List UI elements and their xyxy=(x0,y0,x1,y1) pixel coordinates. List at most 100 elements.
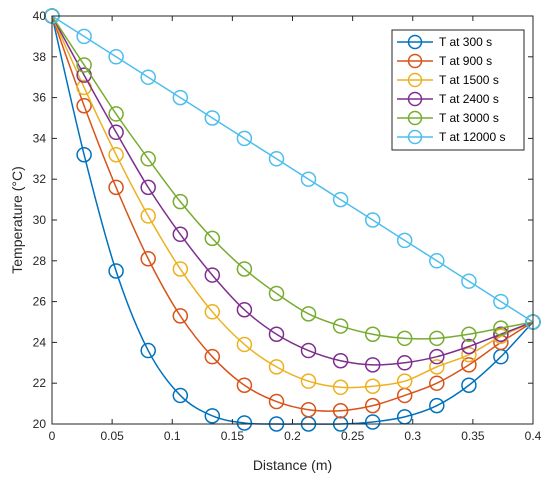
data-point xyxy=(76,28,92,45)
data-point xyxy=(300,401,317,418)
data-point xyxy=(429,348,445,365)
series-line xyxy=(51,15,534,340)
data-point xyxy=(76,57,92,73)
data-point xyxy=(364,326,381,342)
data-point xyxy=(300,373,317,389)
data-point xyxy=(236,130,253,147)
data-point xyxy=(300,306,317,322)
x-tick-label: 0.2 xyxy=(284,429,301,443)
data-point xyxy=(429,397,445,414)
data-point xyxy=(140,342,156,359)
data-point xyxy=(429,359,445,375)
data-point xyxy=(493,293,509,310)
x-tick-label: 0.1 xyxy=(164,429,181,443)
data-point xyxy=(172,387,189,404)
data-point xyxy=(332,402,349,419)
data-point xyxy=(108,146,124,163)
data-point xyxy=(108,106,124,122)
data-point xyxy=(461,377,477,393)
y-axis-label: Temperature (°C) xyxy=(9,166,25,274)
data-point xyxy=(268,151,285,167)
legend-label: T at 12000 s xyxy=(439,130,506,144)
data-point xyxy=(204,230,221,247)
data-point xyxy=(172,308,189,324)
legend-label: T at 900 s xyxy=(439,54,492,68)
data-point xyxy=(268,359,285,375)
data-point xyxy=(300,171,317,187)
y-tick-label: 20 xyxy=(33,417,47,431)
data-point xyxy=(108,124,124,141)
data-point xyxy=(140,251,156,267)
legend-label: T at 3000 s xyxy=(439,111,499,125)
data-point xyxy=(140,208,156,224)
y-tick-label: 36 xyxy=(33,91,47,105)
x-tick-label: 0.25 xyxy=(341,429,365,443)
x-axis-label: Distance (m) xyxy=(253,457,332,473)
data-point xyxy=(364,414,381,430)
series-5 xyxy=(44,8,541,347)
x-tick-label: 0 xyxy=(49,429,56,443)
legend-item: T at 12000 s xyxy=(397,129,506,145)
legend-item: T at 300 s xyxy=(397,34,492,50)
legend-item: T at 3000 s xyxy=(397,110,499,126)
data-point xyxy=(76,146,92,163)
data-point xyxy=(236,415,253,431)
data-point xyxy=(396,330,413,347)
data-point xyxy=(204,348,221,365)
legend-marker xyxy=(407,91,423,107)
data-point xyxy=(236,261,253,277)
data-point xyxy=(172,226,189,243)
y-tick-label: 40 xyxy=(33,9,47,23)
data-point xyxy=(236,377,253,393)
data-point xyxy=(140,69,156,85)
data-point xyxy=(461,338,477,355)
data-point xyxy=(493,326,509,342)
data-point xyxy=(108,49,124,65)
data-point xyxy=(364,397,381,414)
data-point xyxy=(461,326,477,342)
y-tick-label: 28 xyxy=(33,254,47,268)
data-point xyxy=(429,330,445,347)
data-point xyxy=(268,393,285,410)
series-line xyxy=(51,15,534,366)
data-point xyxy=(140,151,156,167)
legend: T at 300 s T at 900 s T at 1500 s T at 2400… xyxy=(391,29,525,151)
data-point xyxy=(364,212,381,228)
data-point xyxy=(461,346,477,363)
legend-marker xyxy=(407,72,423,88)
data-point xyxy=(429,253,445,269)
data-point xyxy=(493,320,509,336)
legend-label: T at 1500 s xyxy=(439,73,499,87)
data-point xyxy=(108,263,124,279)
data-point xyxy=(236,302,253,318)
data-point xyxy=(172,261,189,277)
data-point xyxy=(76,98,92,114)
legend-marker xyxy=(407,53,423,69)
data-point xyxy=(172,89,189,106)
y-tick-label: 34 xyxy=(33,131,47,145)
data-point xyxy=(268,285,285,302)
data-point xyxy=(396,232,413,249)
y-tick-label: 24 xyxy=(33,335,47,349)
data-point xyxy=(204,408,221,424)
y-tick-label: 38 xyxy=(33,50,47,64)
series-line xyxy=(51,15,534,323)
ticks-layer: 0 0.05 0.1 0.15 0.2 0.25 0.3 0.35 0.4 20 22 24 26 28 3… xyxy=(33,9,542,443)
y-tick-label: 26 xyxy=(33,295,47,309)
data-point xyxy=(332,318,349,334)
series-line xyxy=(51,15,534,412)
legend-item: T at 900 s xyxy=(397,53,492,69)
legend-item: T at 1500 s xyxy=(397,72,499,88)
legend-marker xyxy=(407,34,423,50)
y-tick-label: 30 xyxy=(33,213,47,227)
x-tick-label: 0.3 xyxy=(404,429,421,443)
data-point xyxy=(204,267,221,283)
legend-label: T at 300 s xyxy=(439,35,492,49)
data-point xyxy=(332,353,349,369)
y-tick-label: 22 xyxy=(33,376,47,390)
data-point xyxy=(268,326,285,342)
legend-marker xyxy=(407,110,423,126)
data-point xyxy=(364,357,381,373)
data-point xyxy=(396,355,413,371)
